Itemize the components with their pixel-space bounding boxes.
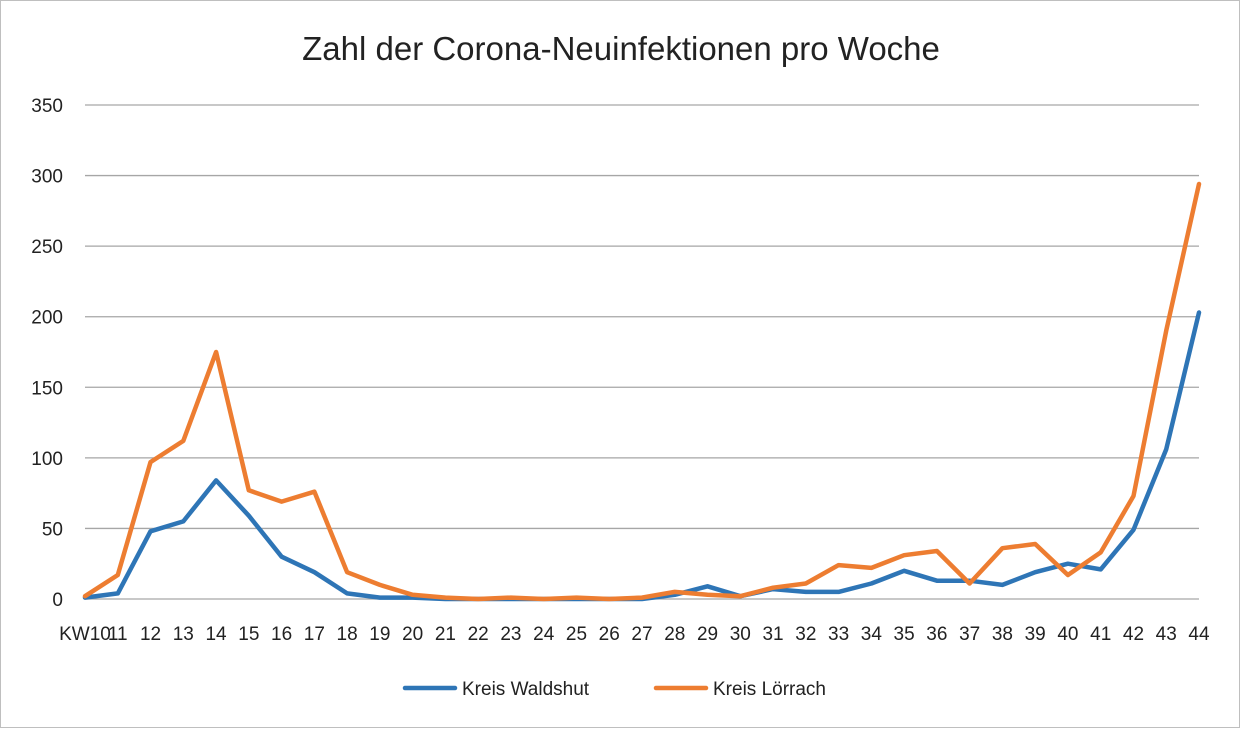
x-tick-label: 25 — [566, 624, 587, 645]
y-tick-label: 200 — [31, 308, 63, 329]
y-tick-label: 250 — [31, 237, 63, 258]
x-tick-label: KW10 — [59, 624, 111, 645]
x-tick-label: 40 — [1057, 624, 1078, 645]
x-tick-label: 39 — [1025, 624, 1046, 645]
gridlines — [85, 104, 1199, 600]
y-tick-label: 300 — [31, 167, 63, 188]
x-tick-label: 24 — [533, 624, 555, 645]
x-tick-label: 12 — [140, 624, 161, 645]
x-tick-label: 30 — [730, 624, 751, 645]
x-tick-label: 16 — [271, 624, 292, 645]
y-tick-label: 150 — [31, 378, 63, 399]
legend: Kreis Waldshut Kreis Lörrach — [402, 679, 826, 700]
x-tick-label: 44 — [1188, 624, 1210, 645]
y-tick-label: 350 — [31, 96, 63, 117]
x-tick-label: 18 — [337, 624, 358, 645]
x-tick-label: 38 — [992, 624, 1013, 645]
x-tick-label: 23 — [500, 624, 521, 645]
y-axis-ticks: 0 50 100 150 200 250 300 350 — [31, 96, 63, 611]
x-tick-label: 21 — [435, 624, 456, 645]
chart-title: Zahl der Corona-Neuinfektionen pro Woche — [302, 30, 940, 67]
x-tick-label: 26 — [599, 624, 620, 645]
x-tick-label: 31 — [762, 624, 783, 645]
x-tick-label: 42 — [1123, 624, 1144, 645]
legend-label: Kreis Waldshut — [462, 679, 590, 700]
x-tick-label: 14 — [205, 624, 227, 645]
x-tick-label: 20 — [402, 624, 423, 645]
series-lines — [82, 181, 1202, 602]
x-tick-label: 37 — [959, 624, 980, 645]
y-tick-label: 50 — [42, 519, 63, 540]
x-tick-label: 17 — [304, 624, 325, 645]
legend-label: Kreis Lörrach — [713, 679, 826, 700]
x-tick-label: 22 — [468, 624, 489, 645]
x-tick-label: 34 — [861, 624, 883, 645]
x-tick-label: 33 — [828, 624, 849, 645]
x-tick-label: 36 — [926, 624, 947, 645]
x-tick-label: 15 — [238, 624, 259, 645]
x-tick-label: 43 — [1156, 624, 1177, 645]
x-tick-label: 11 — [108, 624, 128, 645]
x-tick-label: 29 — [697, 624, 718, 645]
x-tick-label: 13 — [173, 624, 194, 645]
x-tick-label: 27 — [631, 624, 652, 645]
y-tick-label: 0 — [52, 590, 63, 611]
x-tick-label: 35 — [894, 624, 915, 645]
x-tick-label: 19 — [369, 624, 390, 645]
x-tick-label: 32 — [795, 624, 816, 645]
series-line — [82, 310, 1202, 602]
y-tick-label: 100 — [31, 449, 63, 470]
x-tick-label: 28 — [664, 624, 685, 645]
series-line — [82, 181, 1202, 602]
x-tick-label: 41 — [1090, 624, 1111, 645]
